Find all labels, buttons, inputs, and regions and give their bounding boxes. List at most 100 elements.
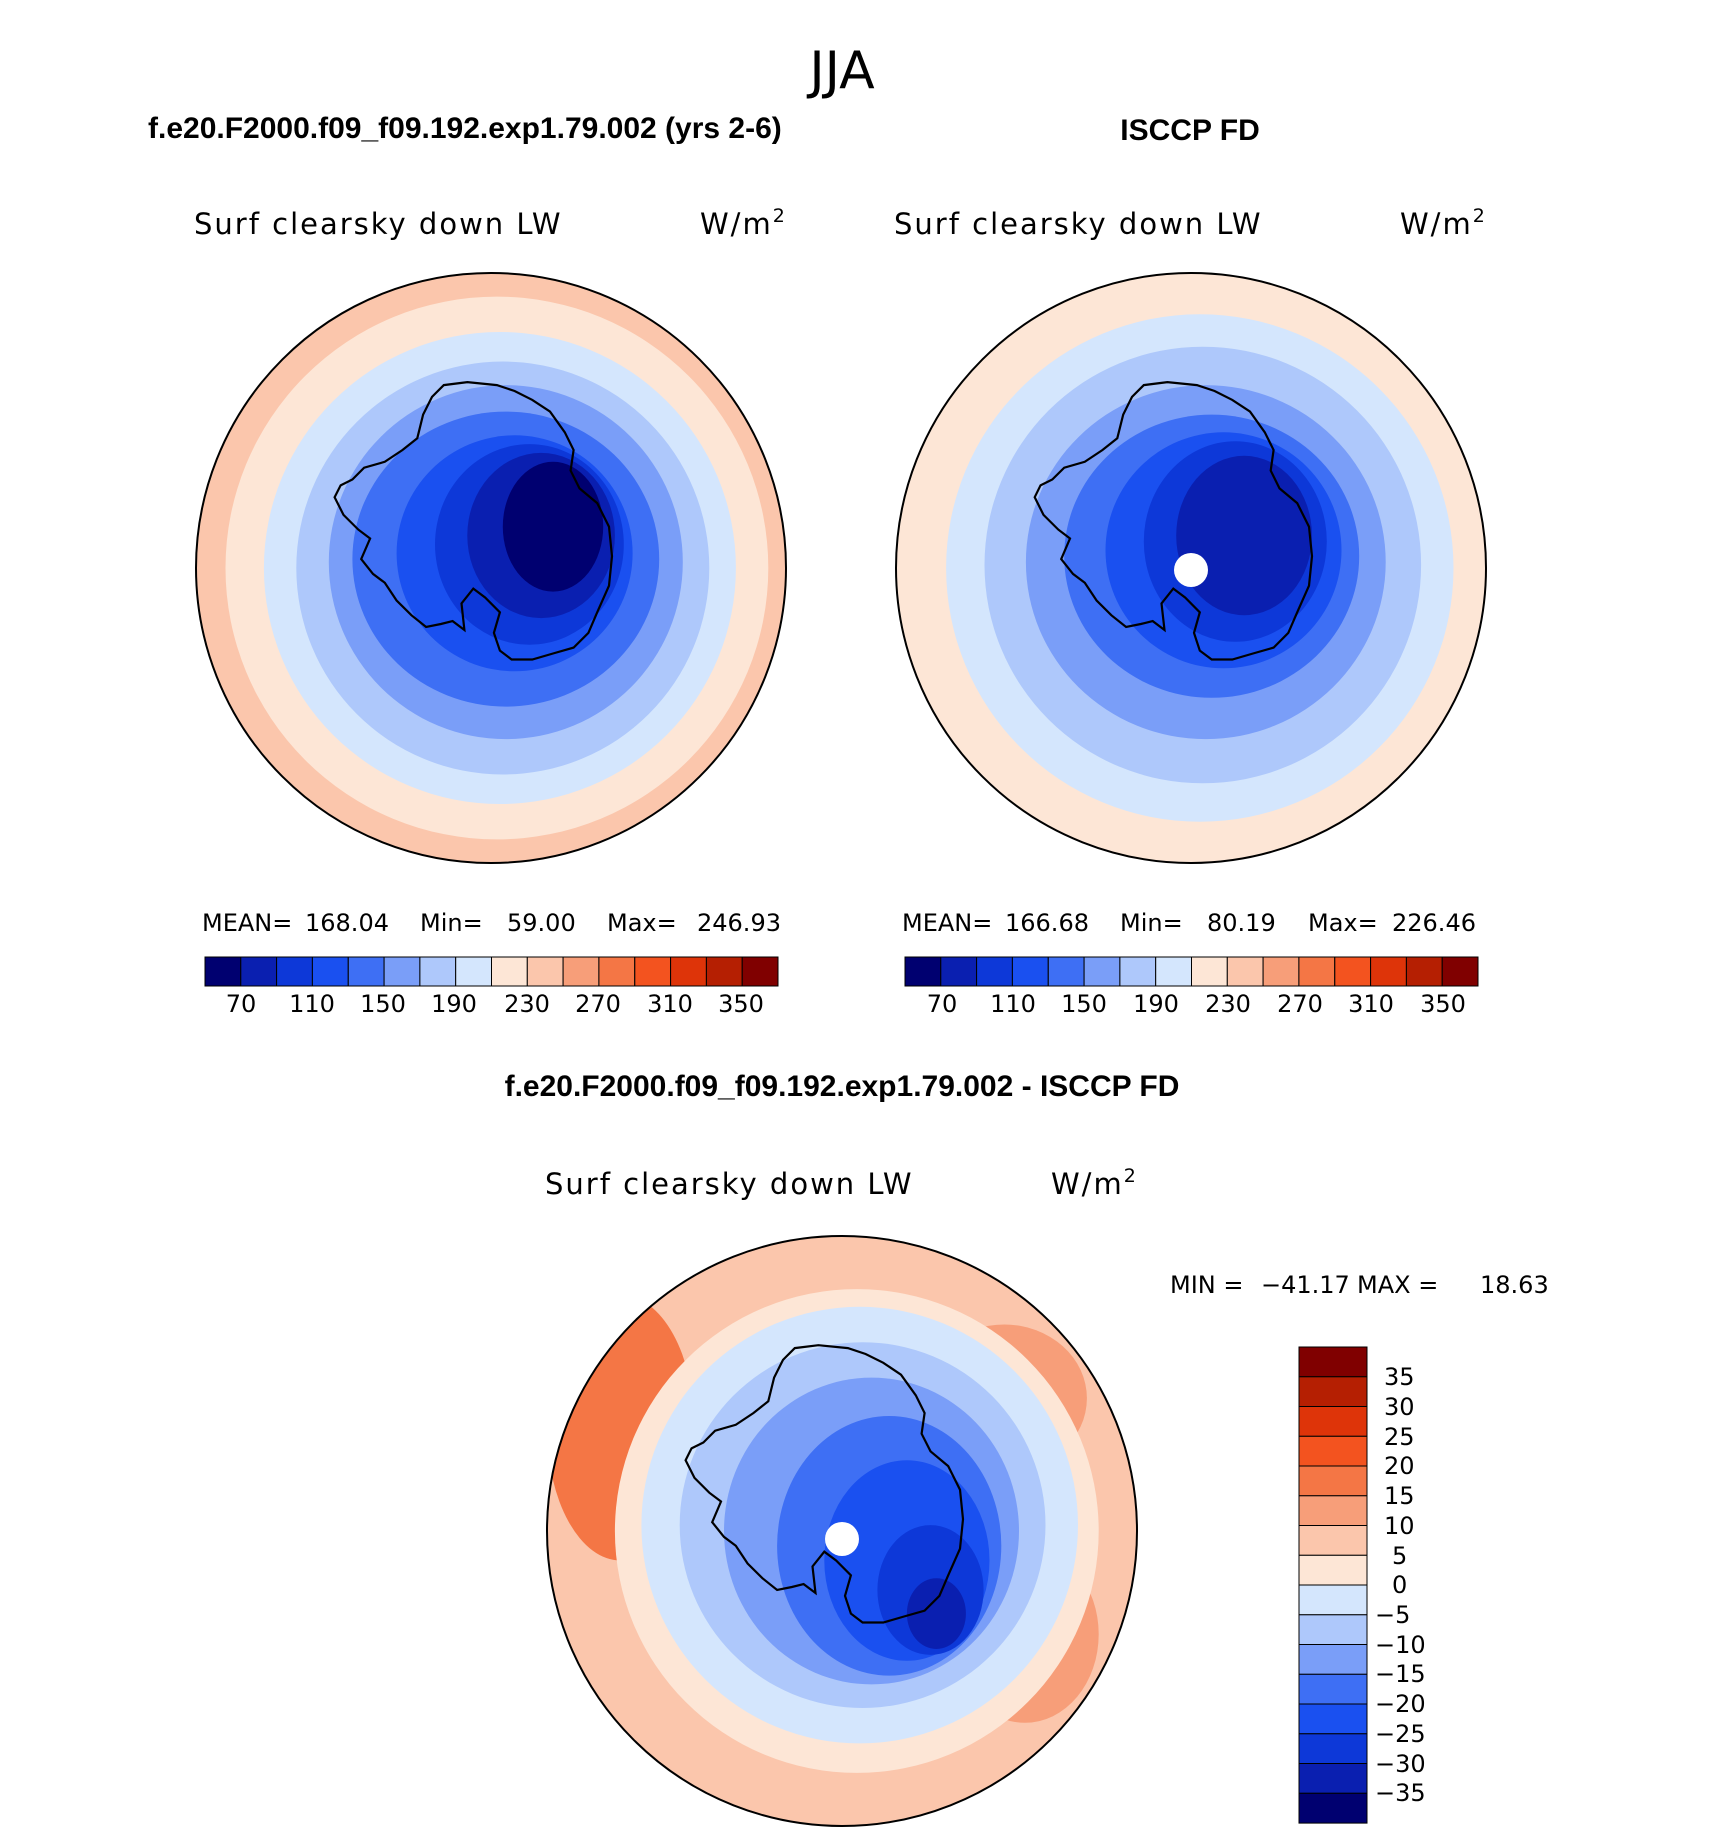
max-value: 226.46 — [1392, 909, 1476, 937]
colorbar-box — [1298, 1435, 1368, 1467]
colorbar-box — [1155, 956, 1192, 987]
cbar-tick: −20 — [1375, 1690, 1426, 1718]
max-label: MAX = — [1357, 1271, 1438, 1299]
colorbar-box — [276, 956, 313, 987]
panel-model-variable: Surf clearsky down LW — [194, 207, 563, 241]
colorbar-box — [1083, 956, 1121, 987]
min-label: Min= — [420, 909, 483, 937]
cbar-tick: 350 — [718, 990, 764, 1018]
panel-diff: f.e20.F2000.f09_f09.192.exp1.79.002 - IS… — [505, 1070, 1549, 1827]
cbar-tick: 110 — [289, 990, 335, 1018]
cbar-tick: 5 — [1392, 1542, 1407, 1570]
colorbar-box — [1298, 1584, 1368, 1616]
min-value: 59.00 — [507, 909, 576, 937]
cbar-tick: 0 — [1392, 1571, 1407, 1599]
colorbar-box — [491, 956, 528, 987]
min-label: Min= — [1120, 909, 1183, 937]
colorbar-box — [1298, 1465, 1368, 1497]
colorbar-box — [741, 956, 779, 987]
colorbar-diff-ticks: 35 30 25 20 15 10 5 0 −5 −10 −15 −20 −25… — [1375, 1363, 1426, 1807]
colorbar-box — [1405, 956, 1443, 987]
cbar-tick: −15 — [1375, 1660, 1426, 1688]
panel-model-heading: f.e20.F2000.f09_f09.192.exp1.79.002 (yrs… — [148, 112, 782, 145]
map-obs-boundary — [895, 272, 1487, 864]
panel-diff-units: W/m2 — [1051, 1165, 1138, 1201]
colorbar-box — [1298, 1346, 1368, 1378]
colorbar-obs — [904, 956, 1479, 987]
colorbar-box — [526, 956, 564, 987]
min-label: MIN = — [1170, 1271, 1243, 1299]
cbar-tick: −35 — [1375, 1779, 1426, 1807]
antarctica-coastline — [333, 380, 614, 661]
colorbar-box — [1298, 1614, 1368, 1646]
colorbar-box — [1262, 956, 1300, 987]
min-value: 80.19 — [1207, 909, 1276, 937]
cbar-tick: 230 — [504, 990, 550, 1018]
colorbar-box — [598, 956, 636, 987]
colorbar-diff — [1298, 1346, 1368, 1824]
colorbar-box — [1298, 1376, 1368, 1408]
cbar-tick: −25 — [1375, 1720, 1426, 1748]
colorbar-box — [1370, 956, 1407, 987]
cbar-tick: 25 — [1384, 1423, 1415, 1451]
colorbar-box — [311, 956, 349, 987]
colorbar-box — [1047, 956, 1085, 987]
cbar-tick: 20 — [1384, 1452, 1415, 1480]
panel-obs-units: W/m2 — [1400, 205, 1487, 241]
max-value: 18.63 — [1480, 1271, 1549, 1299]
pole-mask — [1174, 553, 1208, 587]
cbar-tick: 310 — [1348, 990, 1394, 1018]
colorbar-box — [1298, 1525, 1368, 1556]
colorbar-box — [1298, 1792, 1368, 1824]
colorbar-box — [455, 956, 493, 987]
panel-model: f.e20.F2000.f09_f09.192.exp1.79.002 (yrs… — [148, 112, 787, 1018]
cbar-tick: −10 — [1375, 1631, 1426, 1659]
min-value: −41.17 — [1261, 1271, 1350, 1299]
cbar-tick: 30 — [1384, 1393, 1415, 1421]
colorbar-box — [1191, 956, 1228, 987]
cbar-tick: 190 — [1133, 990, 1179, 1018]
map-model-boundary — [195, 272, 787, 864]
map-diff-boundary — [546, 1235, 1138, 1827]
contour-band — [502, 461, 604, 592]
panel-diff-variable: Surf clearsky down LW — [545, 1167, 914, 1201]
colorbar-model — [204, 956, 779, 987]
colorbar-box — [1298, 1406, 1368, 1437]
cbar-tick: 350 — [1420, 990, 1466, 1018]
colorbar-box — [1298, 956, 1336, 987]
pole-mask — [825, 1522, 859, 1556]
cbar-tick: 270 — [575, 990, 621, 1018]
colorbar-box — [1298, 1673, 1368, 1705]
cbar-tick: 110 — [990, 990, 1036, 1018]
mean-value: 166.68 — [1005, 909, 1089, 937]
colorbar-obs-ticks: 70 110 150 190 230 270 310 350 — [927, 990, 1466, 1018]
map-model — [196, 273, 786, 863]
colorbar-box — [1298, 1703, 1368, 1735]
cbar-tick: −5 — [1375, 1601, 1410, 1629]
colorbar-box — [204, 956, 242, 987]
colorbar-box — [1441, 956, 1479, 987]
panel-model-units: W/m2 — [700, 205, 787, 241]
max-value: 246.93 — [697, 909, 781, 937]
panel-diff-heading: f.e20.F2000.f09_f09.192.exp1.79.002 - IS… — [505, 1070, 1180, 1103]
colorbar-box — [347, 956, 385, 987]
cbar-tick: −30 — [1375, 1750, 1426, 1778]
cbar-tick: 10 — [1384, 1512, 1415, 1540]
panel-obs-variable: Surf clearsky down LW — [894, 207, 1263, 241]
colorbar-box — [670, 956, 707, 987]
panel-model-stats: MEAN= 168.04 Min= 59.00 Max= 246.93 — [202, 909, 781, 937]
panel-obs-stats: MEAN= 166.68 Min= 80.19 Max= 226.46 — [902, 909, 1476, 937]
figure-title: JJA — [806, 41, 875, 101]
cbar-tick: 70 — [927, 990, 958, 1018]
colorbar-box — [419, 956, 457, 987]
panel-obs-heading: ISCCP FD — [1120, 114, 1259, 147]
cbar-tick: 190 — [431, 990, 477, 1018]
max-label: Max= — [1308, 909, 1378, 937]
colorbar-box — [1298, 1733, 1368, 1765]
colorbar-box — [634, 956, 672, 987]
cbar-tick: 150 — [1061, 990, 1107, 1018]
colorbar-box — [976, 956, 1013, 987]
mean-label: MEAN= — [202, 909, 292, 937]
antarctica-coastline — [684, 1344, 965, 1624]
colorbar-box — [240, 956, 278, 987]
